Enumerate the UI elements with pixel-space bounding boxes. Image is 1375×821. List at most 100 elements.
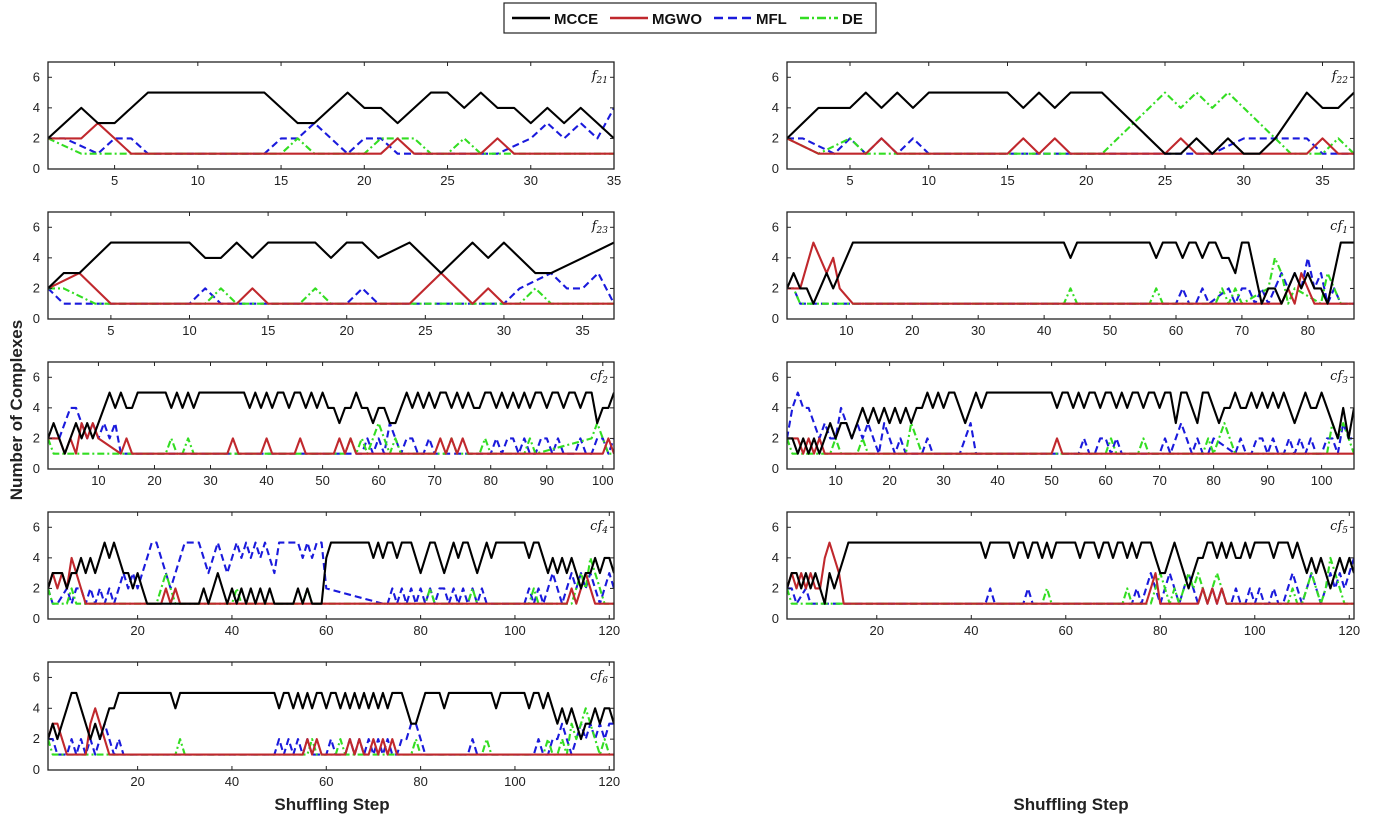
x-tick-label: 20	[870, 623, 884, 638]
y-tick-label: 0	[772, 461, 779, 476]
x-tick-label: 15	[261, 323, 275, 338]
y-tick-label: 2	[33, 130, 40, 145]
y-tick-label: 6	[33, 519, 40, 534]
x-tick-label: 20	[905, 323, 919, 338]
x-tick-label: 30	[971, 323, 985, 338]
y-tick-label: 2	[772, 280, 779, 295]
x-tick-label: 20	[130, 623, 144, 638]
y-tick-label: 4	[772, 550, 779, 565]
axes-frame-f22	[786, 61, 1355, 170]
subplot-title-f21: f21	[591, 69, 608, 86]
subplot-title-cf1: cf1	[1330, 219, 1348, 236]
y-tick-label: 6	[772, 69, 779, 84]
x-tick-label: 40	[225, 774, 239, 789]
subplot-title-f22: f22	[1331, 69, 1349, 86]
series-line-de-cf5	[787, 556, 1354, 605]
y-tick-label: 4	[33, 700, 40, 715]
series-group-f23	[48, 241, 614, 305]
subplot-title-subscript: 6	[602, 676, 608, 686]
y-tick-label: 4	[772, 100, 779, 115]
x-tick-label: 35	[575, 323, 589, 338]
x-tick-label: 40	[964, 623, 978, 638]
series-line-de-cf1	[787, 256, 1354, 305]
x-tick-label: 35	[607, 173, 621, 188]
x-tick-label: 60	[319, 623, 333, 638]
x-axis-label-right: Shuffling Step	[1013, 795, 1128, 814]
axes-frame-cf2	[47, 361, 615, 470]
subplot-f23: 5 10 15 20 25 30 35 0 2 4 6 f23	[33, 211, 615, 338]
x-tick-label: 80	[413, 623, 427, 638]
series-group-cf3	[787, 391, 1354, 455]
x-tick-label: 10	[922, 173, 936, 188]
legend-item-de: DE	[800, 11, 863, 28]
subplot-f21: 5 10 15 20 25 30 35 0 2 4 6 f21	[33, 61, 621, 188]
x-tick-label: 30	[936, 473, 950, 488]
y-tick-label: 6	[772, 519, 779, 534]
series-line-de-cf4	[48, 556, 614, 605]
x-tick-label: 60	[1169, 323, 1183, 338]
series-line-mgwo-cf2	[48, 422, 614, 455]
x-tick-label: 20	[357, 173, 371, 188]
x-tick-label: 80	[413, 774, 427, 789]
x-tick-label: 120	[598, 623, 620, 638]
x-tick-label: 20	[1079, 173, 1093, 188]
y-tick-label: 2	[772, 130, 779, 145]
series-group-cf4	[48, 541, 614, 605]
x-tick-label: 10	[839, 323, 853, 338]
x-tick-label: 10	[182, 323, 196, 338]
x-tick-label: 10	[191, 173, 205, 188]
series-line-mcce-cf4	[48, 541, 614, 605]
x-tick-label: 50	[315, 473, 329, 488]
x-tick-label: 80	[1301, 323, 1315, 338]
x-tick-label: 100	[1311, 473, 1333, 488]
subplot-cf4: 20 40 60 80 100 120 0 2 4 6 cf4	[33, 511, 620, 638]
series-group-cf1	[787, 241, 1354, 305]
series-line-mfl-cf4	[48, 541, 614, 605]
series-line-mgwo-cf4	[48, 556, 614, 605]
y-tick-label: 4	[33, 550, 40, 565]
x-tick-label: 100	[592, 473, 614, 488]
axes-frame-cf5	[786, 511, 1355, 620]
subplot-title-subscript: 5	[1342, 526, 1348, 536]
series-line-de-f21	[48, 137, 614, 155]
axes-frame-cf3	[786, 361, 1355, 470]
y-tick-label: 0	[33, 461, 40, 476]
x-tick-label: 90	[1260, 473, 1274, 488]
subplot-title-cf2: cf2	[590, 369, 608, 386]
series-line-mfl-f21	[48, 107, 614, 155]
x-tick-label: 80	[483, 473, 497, 488]
series-line-mcce-cf5	[787, 541, 1354, 605]
subplot-cf3: 10 20 30 40 50 60 70 80 90 100 0 2 4 6 cf3	[772, 361, 1355, 488]
subplot-title-subscript: 3	[1342, 376, 1348, 386]
axes-frame-cf6	[47, 661, 615, 771]
series-line-mfl-cf1	[787, 256, 1354, 305]
x-tick-label: 35	[1315, 173, 1329, 188]
x-tick-label: 20	[882, 473, 896, 488]
y-tick-label: 4	[33, 100, 40, 115]
x-tick-label: 40	[1037, 323, 1051, 338]
series-group-cf5	[787, 541, 1354, 605]
series-line-mcce-f23	[48, 241, 614, 290]
x-tick-label: 30	[203, 473, 217, 488]
series-line-de-cf2	[48, 422, 614, 455]
x-tick-label: 120	[598, 774, 620, 789]
y-axis-label: Number of Complexes	[7, 320, 26, 500]
x-tick-label: 40	[259, 473, 273, 488]
x-tick-label: 15	[1000, 173, 1014, 188]
series-line-mfl-cf6	[48, 722, 614, 756]
x-tick-label: 60	[371, 473, 385, 488]
y-tick-label: 2	[772, 430, 779, 445]
x-tick-label: 60	[1098, 473, 1112, 488]
x-tick-label: 60	[1059, 623, 1073, 638]
x-tick-label: 10	[91, 473, 105, 488]
x-tick-label: 10	[828, 473, 842, 488]
series-line-mcce-f22	[787, 91, 1354, 155]
x-tick-label: 90	[540, 473, 554, 488]
x-tick-label: 120	[1338, 623, 1360, 638]
x-tick-label: 50	[1103, 323, 1117, 338]
x-tick-label: 15	[274, 173, 288, 188]
series-line-mgwo-cf5	[787, 541, 1354, 605]
y-tick-label: 6	[33, 69, 40, 84]
